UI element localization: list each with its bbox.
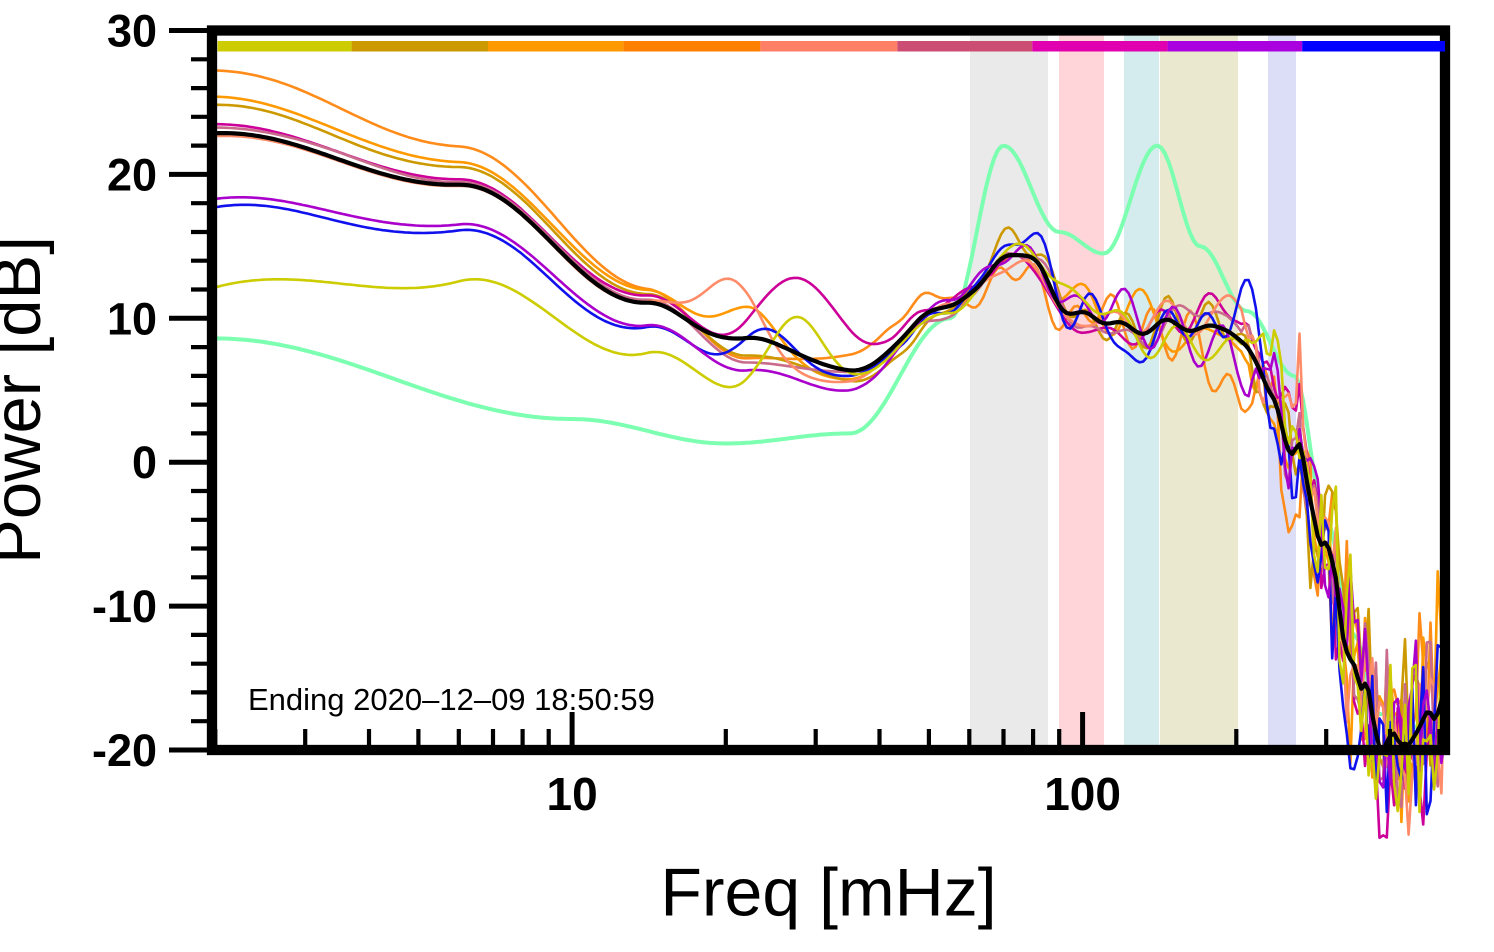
svg-text:100: 100 [1044,768,1121,820]
svg-text:10: 10 [547,768,598,820]
svg-text:30: 30 [107,6,157,57]
svg-text:-20: -20 [92,725,157,776]
svg-text:-10: -10 [92,581,157,632]
svg-text:20: 20 [107,149,157,200]
svg-text:0: 0 [132,437,157,488]
svg-text:Power [dB]: Power [dB] [0,236,55,564]
svg-text:Freq [mHz]: Freq [mHz] [660,854,996,930]
svg-text:Ending 2020–12–09 18:50:59: Ending 2020–12–09 18:50:59 [248,682,655,717]
svg-text:10: 10 [107,293,157,344]
